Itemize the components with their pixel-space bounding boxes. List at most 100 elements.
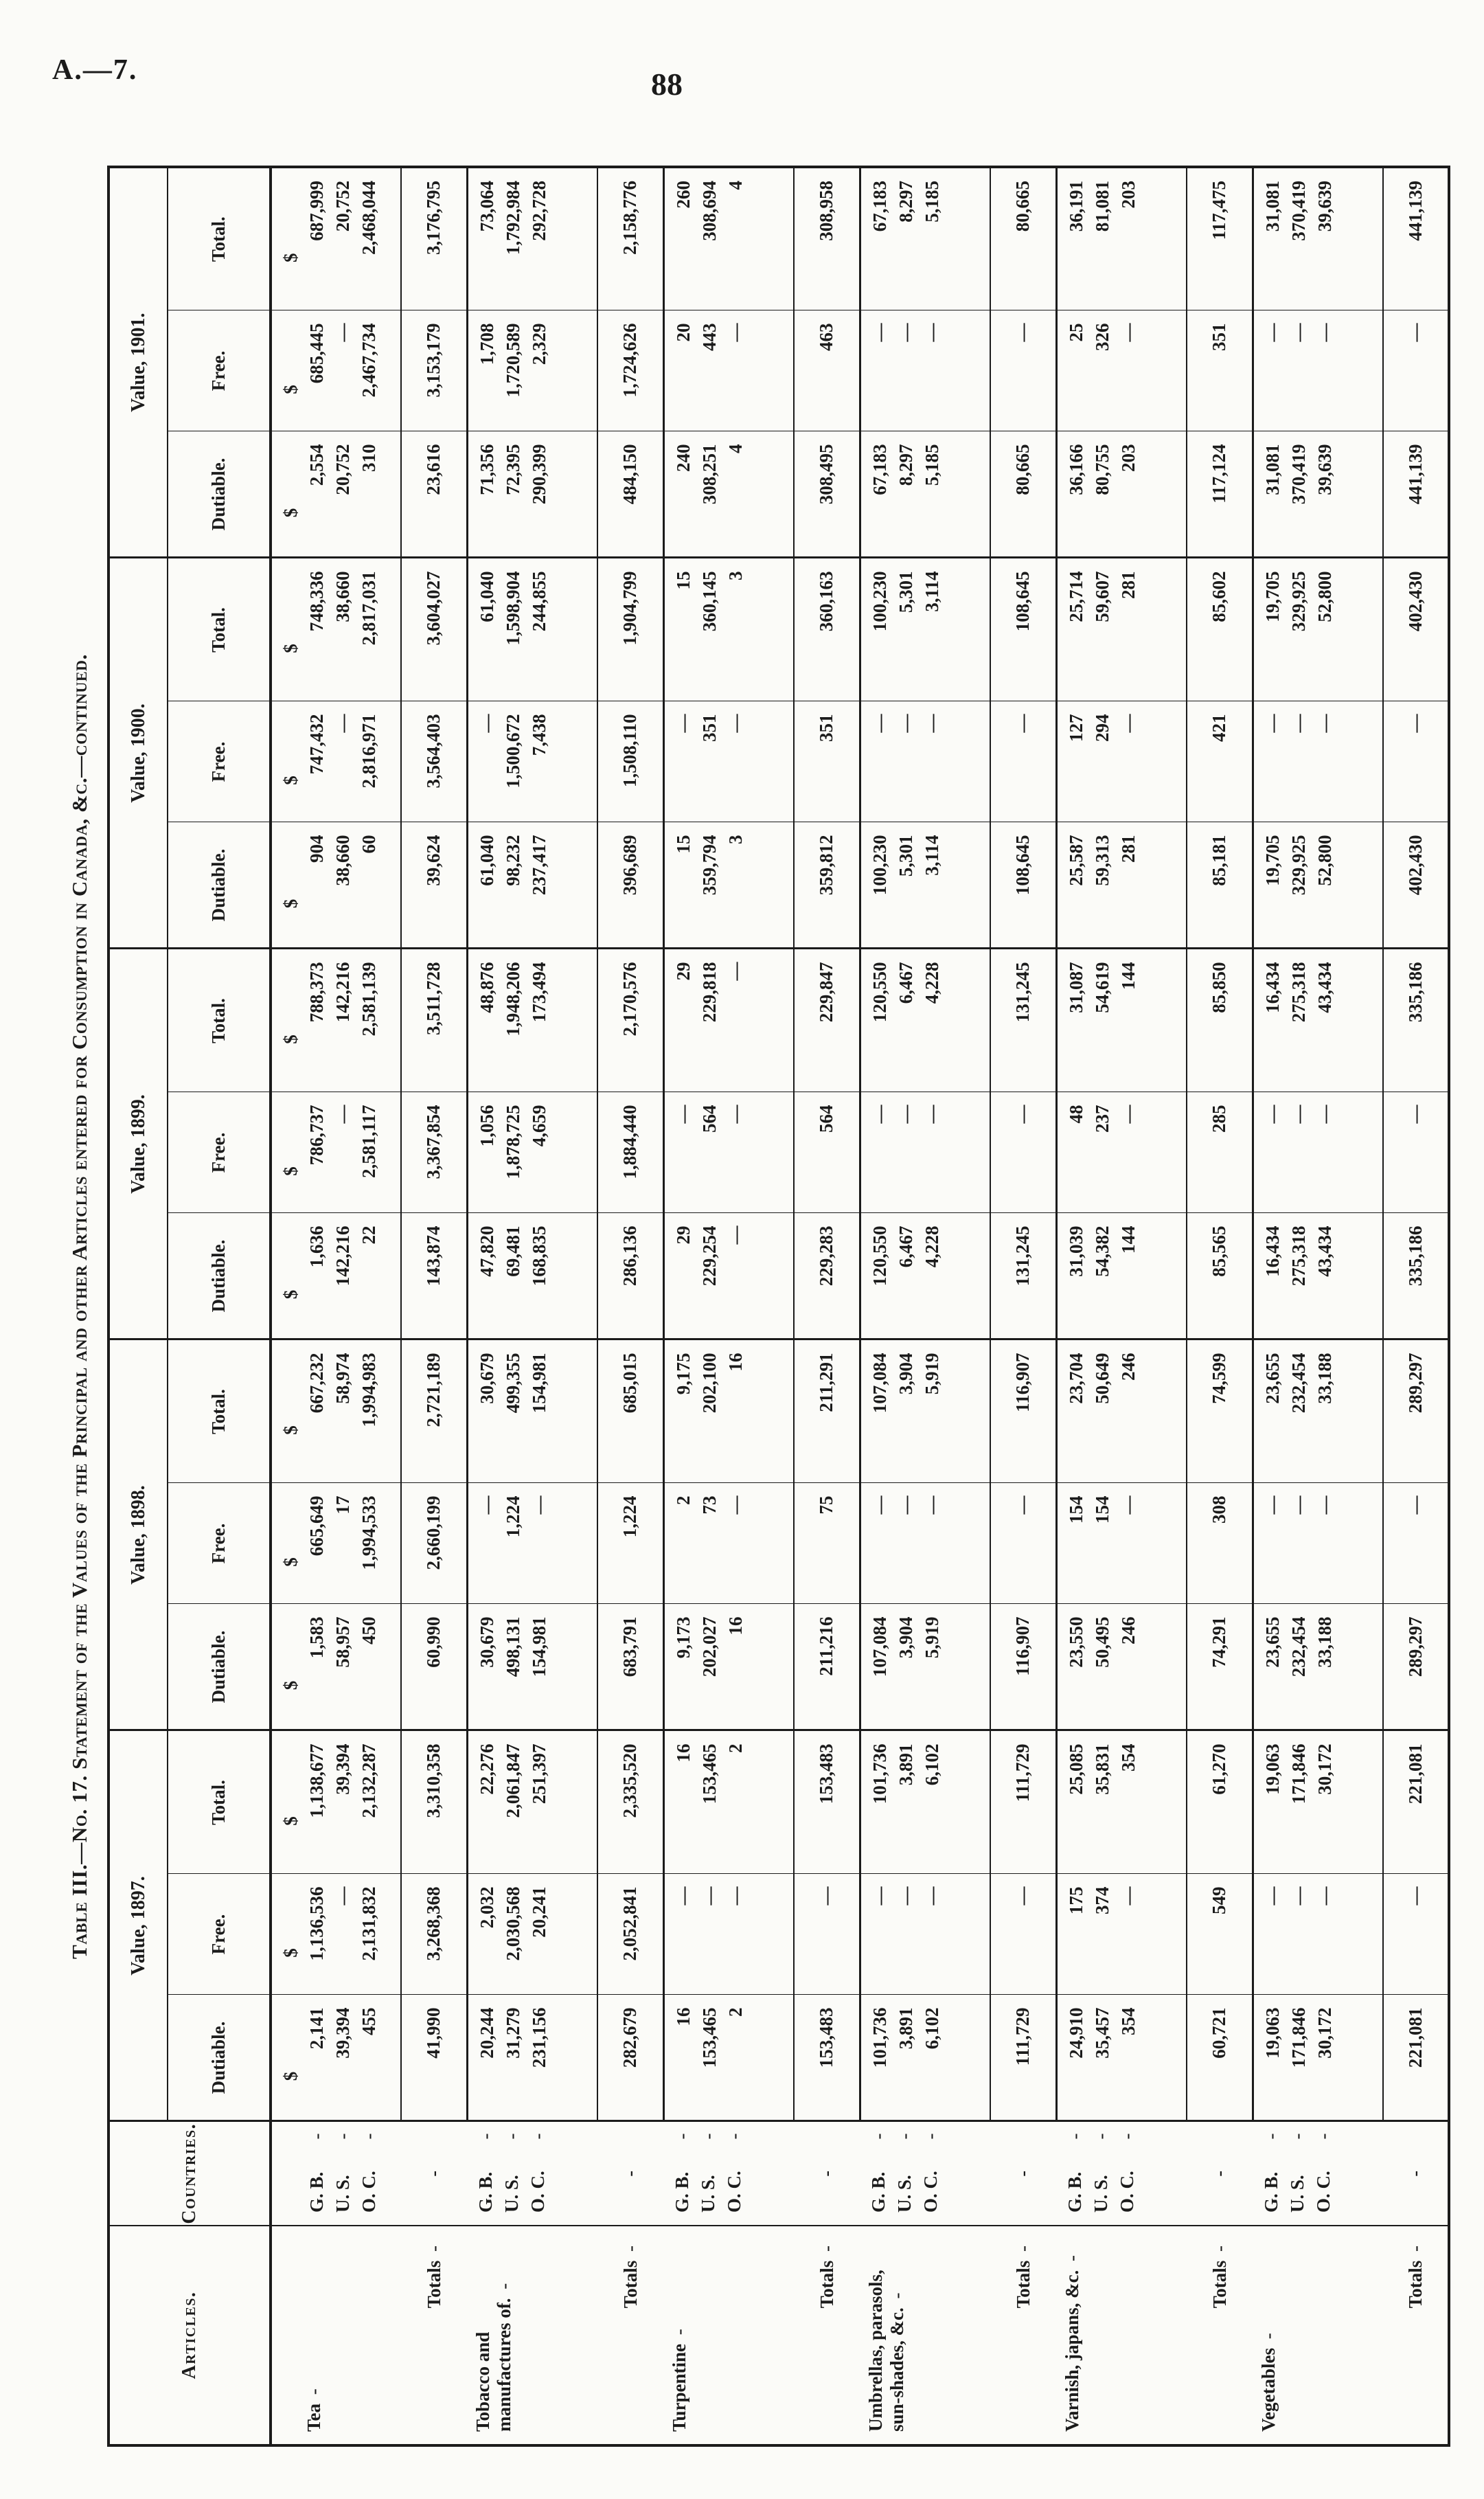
value-cell-1901-total: 31,081 370,419 39,639	[1253, 166, 1383, 310]
value-line: 275,318	[1288, 962, 1309, 1023]
value-cell-1898-free: 154 154—	[1056, 1482, 1187, 1604]
value-line: 25,714	[1065, 571, 1086, 622]
value-line: 59,313	[1091, 835, 1112, 886]
value-cell-1900-free: — — —	[860, 701, 990, 822]
year-header-1900: Value, 1900.	[109, 557, 168, 949]
value-line: —	[1288, 1886, 1309, 1906]
value-line: 2,581,117	[358, 1105, 379, 1178]
value-line: 5,301	[895, 571, 916, 613]
value-cell-1898-dutiable: $1,583 58,957 450	[271, 1603, 401, 1730]
leader-dash: -	[894, 2133, 915, 2140]
value-line: 354	[1117, 2007, 1139, 2036]
leader-dash: -	[332, 2133, 353, 2140]
totals-label: Totals	[1012, 2260, 1034, 2309]
country-line: O. C. -	[917, 2134, 944, 2213]
value-line: 30,172	[1314, 2007, 1335, 2059]
value-line: —	[332, 323, 353, 342]
leader-dash: -	[868, 2133, 889, 2140]
leader-dash: -	[527, 2133, 548, 2140]
country-abbr: U. S.	[698, 2175, 718, 2213]
countries-cell: G. B. - U. S. - O. C. -	[271, 2121, 401, 2226]
totals-cell-1901-total: 80,665	[990, 166, 1056, 310]
subcol-total-1900: Total.	[168, 557, 271, 701]
value-line: 203	[1117, 180, 1139, 209]
totals-cell-1900-free: —	[990, 701, 1056, 822]
totals-cell-1901-free: 463	[794, 310, 860, 431]
totals-cell-1898-total: 2,721,189	[401, 1339, 467, 1483]
value-line: 904	[306, 835, 327, 863]
totals-cell-1899-dutiable: 335,186	[1383, 1212, 1449, 1339]
country-abbr: G. B.	[672, 2171, 692, 2213]
totals-cell-1901-total: 441,139	[1383, 166, 1449, 310]
totals-cell-1897-total: 3,310,358	[401, 1730, 467, 1874]
country-line: O. C. -	[1114, 2134, 1140, 2213]
value-cell-1900-free: —351—	[663, 701, 794, 822]
value-line: 25,085	[1065, 1743, 1086, 1795]
value-line: 2,131,832	[358, 1886, 379, 1961]
totals-cell-1897-total: 61,270	[1187, 1730, 1253, 1874]
value-cell-1897-free: — — —	[1253, 1874, 1383, 1995]
value-line: 6,102	[921, 2007, 942, 2050]
totals-cell-1901-free: 1,724,626	[597, 310, 663, 431]
totals-cell-1899-dutiable: 143,874	[401, 1212, 467, 1339]
value-line: 2	[724, 2007, 746, 2017]
value-line: 665,649	[306, 1495, 327, 1557]
value-cell-1897-dutiable: $2,141 39,394 455	[271, 1995, 401, 2121]
subcol-dutiable-1898: Dutiable.	[168, 1603, 271, 1730]
subcol-free-1901: Free.	[168, 310, 271, 431]
country-line: U. S. -	[1088, 2134, 1114, 2213]
statement-table: Articles. Countries. Value, 1897. Value,…	[107, 165, 1450, 2447]
leader-dash: -	[724, 2133, 744, 2140]
totals-cell-1898-free: —	[990, 1482, 1056, 1604]
value-line: 2,030,568	[502, 1886, 523, 1961]
value-line: 33,188	[1314, 1616, 1335, 1668]
col-header-countries: Countries.	[109, 2121, 271, 2226]
value-line: 1,994,533	[358, 1495, 379, 1570]
article-name: Umbrellas, parasols, sun-shades, &c. -	[860, 2226, 990, 2445]
value-line: 229,818	[698, 962, 720, 1023]
leader-dash: -	[1012, 2246, 1034, 2257]
value-line: 9,175	[672, 1353, 694, 1395]
dollar-sign: $	[280, 1948, 301, 1958]
value-line: 19,705	[1262, 835, 1283, 886]
value-line: 25	[1065, 323, 1086, 342]
value-cell-1899-dutiable: $1,636 142,216 22	[271, 1212, 401, 1339]
country-abbr: O. C.	[527, 2171, 548, 2213]
totals-cell-1897-dutiable: 282,679	[597, 1995, 663, 2121]
value-line: 443	[698, 323, 720, 351]
value-line: 23,655	[1262, 1353, 1283, 1404]
value-line: —	[724, 962, 746, 981]
value-cell-1897-total: 101,736 3,891 6,102	[860, 1730, 990, 1874]
value-cell-1899-total: 16,434 275,318 43,434	[1253, 948, 1383, 1092]
dollar-sign: $	[280, 1680, 301, 1690]
value-cell-1898-dutiable: 107,084 3,904 5,919	[860, 1603, 990, 1730]
value-line: 36,191	[1065, 180, 1086, 232]
value-line: 4,228	[921, 962, 942, 1004]
value-line: —	[921, 323, 942, 342]
value-line: —	[1117, 1495, 1139, 1515]
value-line: 202,100	[698, 1353, 720, 1414]
totals-cell-1900-total: 85,602	[1187, 557, 1253, 701]
value-line: —	[1288, 1495, 1309, 1515]
value-line: 19,063	[1262, 1743, 1283, 1795]
value-line: —	[869, 1105, 890, 1124]
value-line: 67,183	[869, 180, 890, 232]
value-line: 153,465	[698, 2007, 720, 2068]
value-cell-1899-dutiable: 31,039 54,382 144	[1056, 1212, 1187, 1339]
value-line: 1,056	[476, 1105, 497, 1147]
value-cell-1901-free: — — —	[860, 310, 990, 431]
totals-cell-1898-dutiable: 211,216	[794, 1603, 860, 1730]
value-line: 499,355	[502, 1353, 523, 1414]
value-line: 30,679	[476, 1353, 497, 1404]
value-line: 1,720,589	[502, 323, 523, 398]
value-line: —	[672, 1105, 694, 1124]
totals-cell-1900-free: —	[1383, 701, 1449, 822]
totals-cell-1899-free: —	[1383, 1092, 1449, 1213]
value-line: 73	[698, 1495, 720, 1515]
value-line: 498,131	[502, 1616, 523, 1677]
totals-cell-1898-free: 2,660,199	[401, 1482, 467, 1604]
leader-dash: -	[306, 2133, 327, 2140]
dollar-sign: $	[280, 898, 301, 909]
value-cell-1900-free: 127 294 —	[1056, 701, 1187, 822]
value-line: 455	[358, 2007, 379, 2036]
